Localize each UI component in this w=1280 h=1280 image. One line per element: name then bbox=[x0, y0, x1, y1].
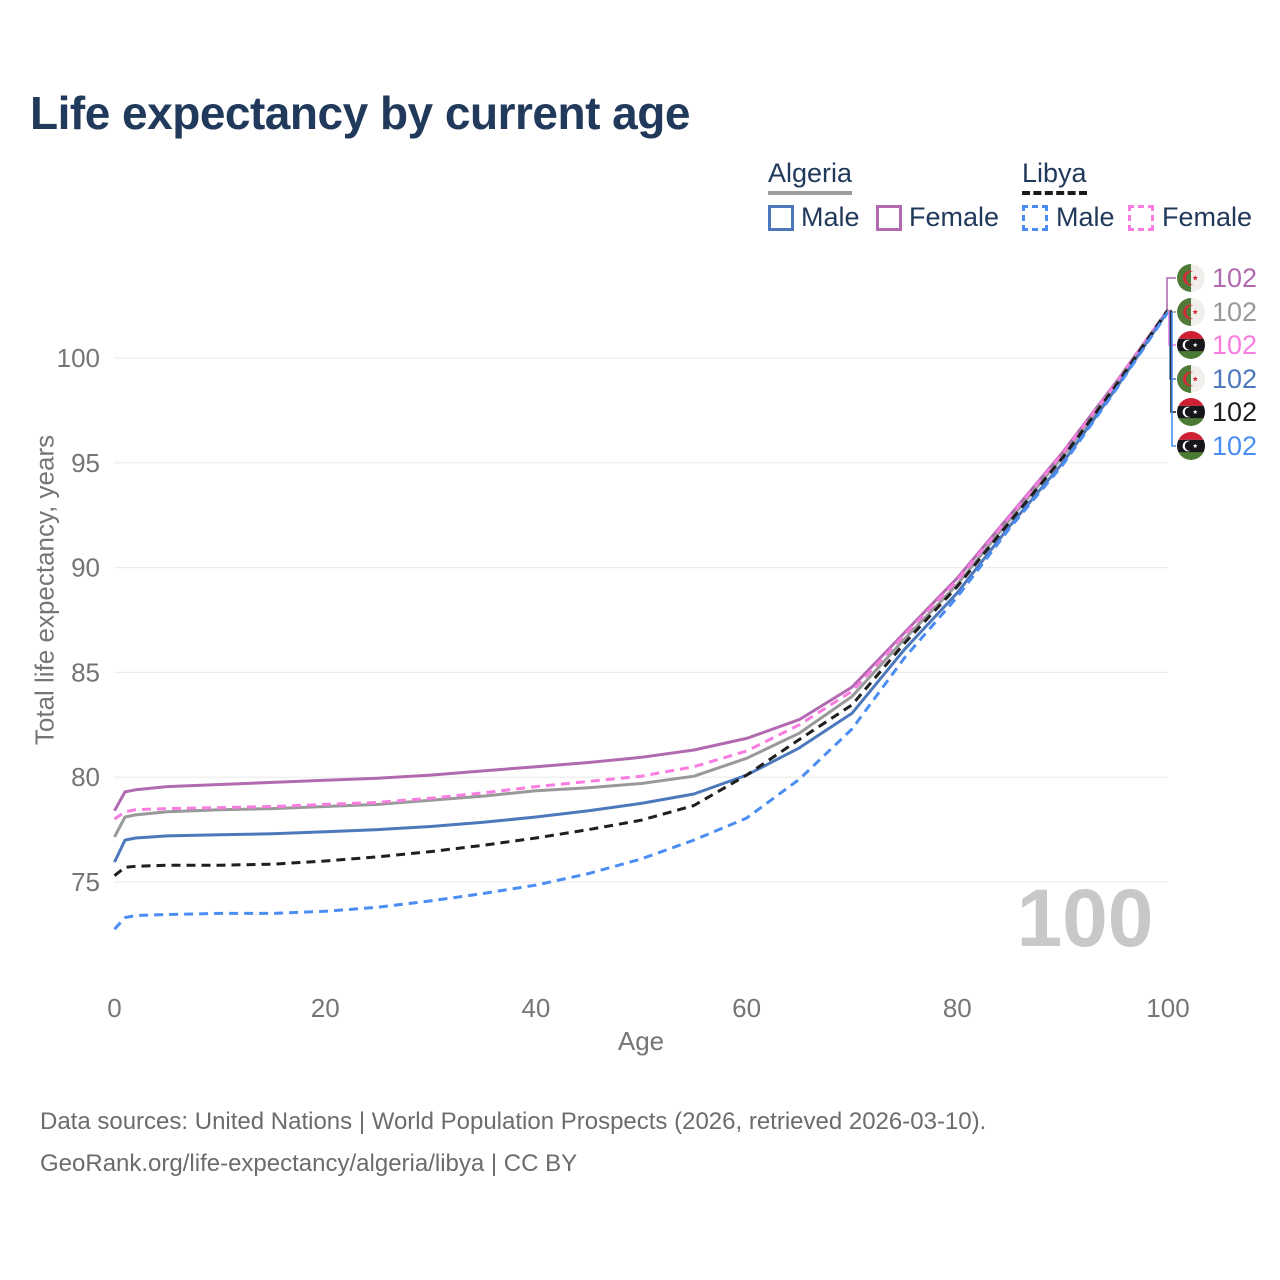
x-tick-label: 60 bbox=[732, 993, 761, 1023]
y-tick-label: 90 bbox=[71, 553, 100, 583]
end-label-value-algeria-male: 102 bbox=[1212, 364, 1257, 394]
data-source-line: Data sources: United Nations | World Pop… bbox=[40, 1108, 987, 1135]
series-line-libya-female[interactable] bbox=[113, 308, 1170, 821]
legend-group-libya-label[interactable]: Libya bbox=[1022, 158, 1087, 195]
series-line-algeria-female[interactable] bbox=[113, 308, 1170, 812]
series-line-libya-male[interactable] bbox=[113, 311, 1170, 931]
series-layer bbox=[113, 308, 1170, 931]
crescent-icon bbox=[1182, 339, 1191, 351]
legend-group-libya: Libya bbox=[1022, 158, 1087, 195]
star-icon bbox=[1192, 443, 1198, 448]
x-tick-label: 80 bbox=[943, 993, 972, 1023]
end-label-connector bbox=[1166, 277, 1176, 310]
y-tick-label: 80 bbox=[71, 762, 100, 792]
legend-label-algeria-male[interactable]: Male bbox=[801, 202, 860, 232]
series-line-algeria-male[interactable] bbox=[113, 309, 1170, 863]
algeria-flag-icon bbox=[1177, 298, 1205, 326]
legend-label-algeria-female[interactable]: Female bbox=[909, 202, 1000, 232]
end-label-value-libya-female: 102 bbox=[1212, 330, 1257, 360]
series-line-libya-total[interactable] bbox=[113, 308, 1170, 877]
legend-swatch-libya-male[interactable] bbox=[1022, 205, 1048, 231]
end-label-connector bbox=[1170, 309, 1176, 413]
x-tick-label: 0 bbox=[107, 993, 121, 1023]
legend-label-libya-male[interactable]: Male bbox=[1056, 202, 1115, 232]
algeria-flag-icon bbox=[1177, 365, 1205, 393]
crescent-icon bbox=[1183, 304, 1194, 320]
star-icon bbox=[1192, 376, 1198, 382]
end-label-value-algeria-female: 102 bbox=[1212, 263, 1257, 293]
end-label-value-algeria-total: 102 bbox=[1212, 297, 1257, 327]
x-axis-title: Age bbox=[617, 1026, 665, 1056]
attribution-line: GeoRank.org/life-expectancy/algeria/liby… bbox=[40, 1150, 578, 1177]
y-tick-label: 85 bbox=[71, 657, 100, 687]
end-label-value-libya-total: 102 bbox=[1212, 397, 1257, 427]
crescent-icon bbox=[1183, 371, 1194, 387]
page-title: Life expectancy by current age bbox=[30, 87, 690, 139]
legend-swatch-algeria-male[interactable] bbox=[768, 205, 794, 231]
end-label-connector bbox=[1171, 311, 1176, 447]
crescent-icon bbox=[1182, 406, 1191, 418]
y-tick-label: 100 bbox=[57, 343, 100, 373]
y-axis-title: Total life expectancy, years bbox=[29, 434, 60, 746]
legend-group-algeria-label[interactable]: Algeria bbox=[768, 158, 853, 195]
end-label-connector bbox=[1169, 310, 1176, 380]
legend-swatch-libya-female[interactable] bbox=[1128, 205, 1154, 231]
legend-swatch-algeria-female[interactable] bbox=[876, 205, 902, 231]
star-icon bbox=[1192, 275, 1198, 281]
crescent-icon bbox=[1183, 270, 1194, 286]
star-icon bbox=[1192, 409, 1198, 414]
x-tick-label: 100 bbox=[1146, 993, 1189, 1023]
star-icon bbox=[1192, 309, 1198, 315]
end-label-connector bbox=[1168, 309, 1176, 346]
end-label-value-libya-male: 102 bbox=[1212, 431, 1257, 461]
legend-group-algeria: Algeria bbox=[768, 158, 853, 195]
x-tick-label: 20 bbox=[311, 993, 340, 1023]
grid-layer: 75 80 85 90 95 100 0 20 40 60 80 100 bbox=[57, 343, 1190, 1023]
y-tick-label: 95 bbox=[71, 448, 100, 478]
algeria-flag-icon bbox=[1177, 264, 1205, 292]
libya-flag-icon bbox=[1177, 398, 1205, 426]
age-counter-watermark: 100 bbox=[1017, 873, 1154, 964]
libya-flag-icon bbox=[1177, 432, 1205, 460]
crescent-icon bbox=[1182, 440, 1191, 452]
legend-label-libya-female[interactable]: Female bbox=[1162, 202, 1253, 232]
end-label-connector bbox=[1167, 309, 1176, 313]
y-tick-label: 75 bbox=[71, 867, 100, 897]
x-tick-label: 40 bbox=[521, 993, 550, 1023]
libya-flag-icon bbox=[1177, 331, 1205, 359]
star-icon bbox=[1192, 342, 1198, 347]
